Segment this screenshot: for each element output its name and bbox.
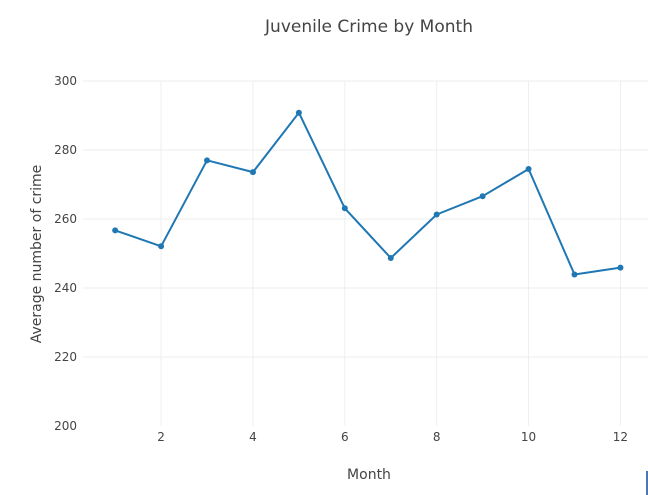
y-tick-label: 260 [54,212,77,226]
data-point[interactable] [617,264,624,271]
x-tick-label: 6 [341,430,349,444]
chart-title: Juvenile Crime by Month [264,17,473,37]
y-tick-label: 280 [54,143,77,157]
scrollbar-edge [646,471,648,495]
series-layer [112,109,624,278]
data-point[interactable] [158,243,165,250]
x-tick-label: 12 [613,430,628,444]
data-point[interactable] [433,211,440,218]
data-point[interactable] [249,169,256,176]
horizontal-gridlines [83,80,648,358]
series-line [114,111,621,276]
data-point[interactable] [387,254,394,261]
x-axis-ticks: 2 4 6 8 10 12 [157,430,628,444]
x-tick-label: 2 [157,430,165,444]
data-point[interactable] [295,109,302,116]
y-tick-label: 300 [54,74,77,88]
data-point[interactable] [571,271,578,278]
data-point[interactable] [341,205,348,212]
y-axis-title: Average number of crime [29,165,45,344]
y-tick-label: 240 [54,281,77,295]
data-point[interactable] [204,157,211,164]
y-tick-label: 220 [54,350,77,364]
vertical-gridlines [160,81,621,426]
y-tick-label: 200 [54,419,77,433]
x-tick-label: 8 [433,430,441,444]
x-tick-label: 10 [521,430,536,444]
data-point[interactable] [479,193,486,200]
x-tick-label: 4 [249,430,257,444]
y-axis-ticks: 200 220 240 260 280 300 [54,74,77,433]
data-point[interactable] [525,165,532,172]
x-axis-title: Month [347,467,391,483]
data-point[interactable] [112,227,119,234]
